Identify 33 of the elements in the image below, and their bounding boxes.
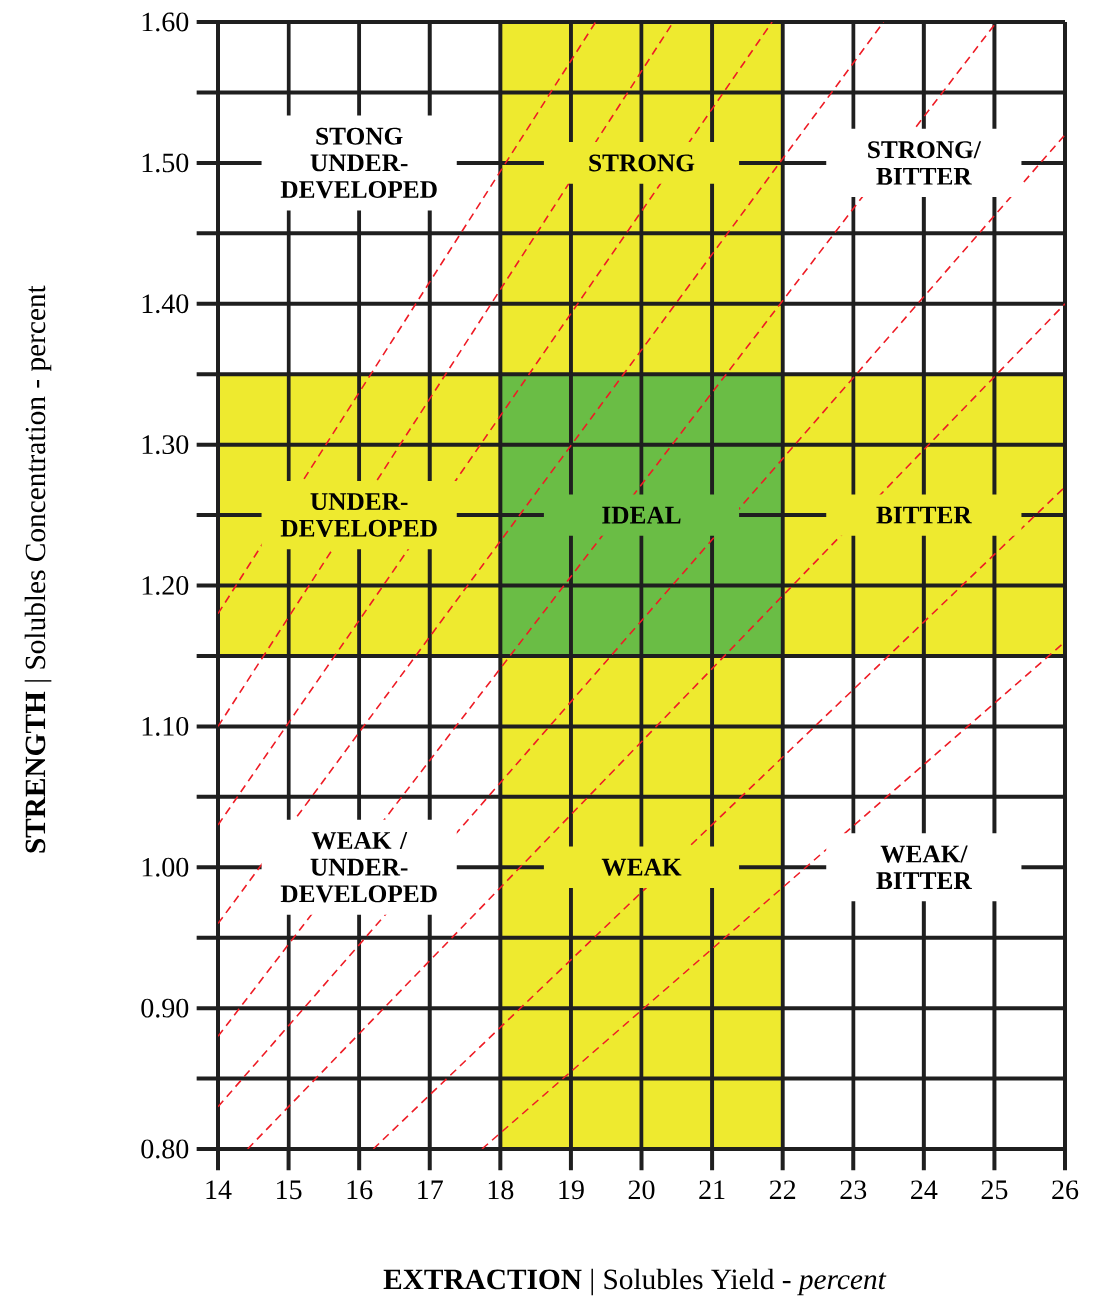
x-tick-label: 17 <box>418 1180 443 1199</box>
x-tick-label: 23 <box>840 1180 867 1200</box>
annotation: WEAK <box>601 858 682 876</box>
annotation: STONG UNDER-DEVELOPED <box>280 127 437 199</box>
x-tick-label: 14 <box>206 1180 232 1199</box>
x-tick-label: 16 <box>347 1180 373 1200</box>
x-tick-label: 15 <box>277 1180 302 1200</box>
annotation: BITTER <box>876 506 972 524</box>
annotation: STRONG/ BITTER <box>868 141 982 185</box>
annotation: WEAK/ BITTER <box>876 845 972 889</box>
y-tick-label: 1.60 <box>142 12 189 32</box>
y-axis-title: STRENGTH | Solubles Concentration - percent <box>24 285 52 853</box>
y-tick-label: 1.30 <box>142 435 189 455</box>
annotation: IDEAL <box>602 506 681 524</box>
annotation: STRONG <box>589 154 695 172</box>
x-tick-label: 20 <box>628 1180 655 1200</box>
x-tick-label: 24 <box>911 1180 938 1199</box>
x-tick-label: 25 <box>981 1180 1008 1200</box>
y-tick-label: 1.00 <box>142 857 189 877</box>
x-tick-label: 26 <box>1052 1180 1079 1200</box>
annotation: WEAK / UNDER-DEVELOPED <box>280 832 437 903</box>
x-axis-title: EXTRACTION | Solubles Yield - percent <box>383 1268 887 1296</box>
x-tick-label: 21 <box>699 1180 725 1199</box>
y-tick-label: 1.20 <box>142 576 189 596</box>
y-tick-label: 0.80 <box>141 1139 189 1159</box>
x-tick-label: 22 <box>769 1180 796 1199</box>
annotation: UNDER-DEVELOPED <box>280 493 437 537</box>
x-tick-label: 18 <box>488 1180 514 1200</box>
y-tick-label: 1.40 <box>142 294 189 314</box>
y-tick-label: 1.50 <box>142 153 189 173</box>
y-tick-label: 1.10 <box>142 716 189 736</box>
x-tick-label: 19 <box>559 1180 584 1200</box>
y-tick-label: 0.90 <box>141 998 189 1018</box>
